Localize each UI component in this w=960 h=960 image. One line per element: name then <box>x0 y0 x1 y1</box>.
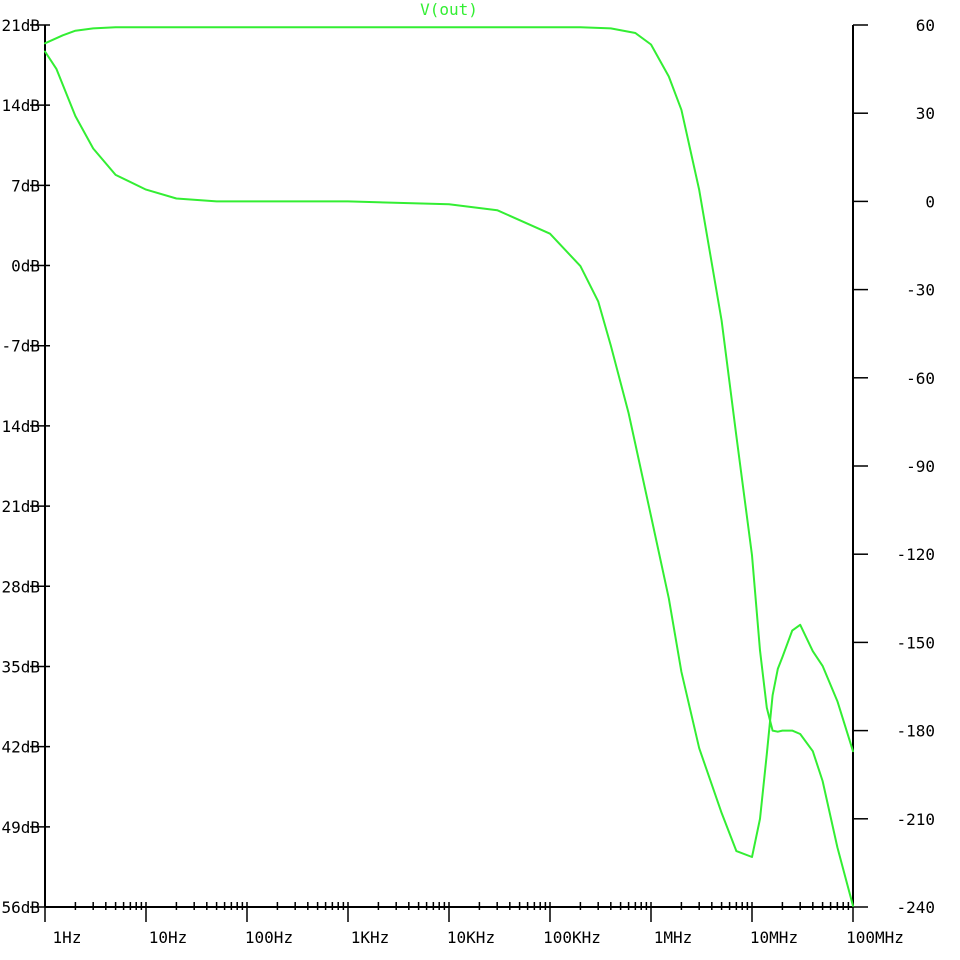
right-axis: 60 30 0 -30 -60 -90 -120 -150 -180 -210 -240 <box>853 16 935 917</box>
y-right-tick-label: -150 <box>896 633 935 652</box>
x-tick-label: 100KHz <box>543 928 601 947</box>
y-right-tick-label: -60 <box>906 369 935 388</box>
magnitude-trace <box>44 26 854 907</box>
y-left-tick-label: 7dB <box>11 176 40 195</box>
phase-trace <box>44 50 854 858</box>
y-right-tick-label: -30 <box>906 281 935 300</box>
y-left-tick-label: -28dB <box>0 577 40 596</box>
x-tick-label: 1Hz <box>53 928 82 947</box>
y-left-tick-label: -42dB <box>0 738 40 757</box>
y-right-tick-label: -210 <box>896 810 935 829</box>
y-right-tick-label: 30 <box>916 104 935 123</box>
y-right-tick-label: -240 <box>896 898 935 917</box>
y-right-tick-label: -120 <box>896 545 935 564</box>
x-tick-label: 100MHz <box>846 928 904 947</box>
y-left-tick-label: 14dB <box>1 96 40 115</box>
x-tick-label: 1MHz <box>654 928 693 947</box>
y-left-tick-label: -21dB <box>0 497 40 516</box>
y-right-tick-label: -90 <box>906 457 935 476</box>
x-tick-label: 10KHz <box>447 928 495 947</box>
y-left-tick-label: 21dB <box>1 16 40 35</box>
y-left-tick-label: -49dB <box>0 818 40 837</box>
x-tick-label: 1KHz <box>351 928 390 947</box>
y-left-tick-label: -7dB <box>1 337 40 356</box>
series-layer <box>44 26 854 907</box>
bottom-axis: 1Hz 10Hz 100Hz 1KHz 10KHz 100KHz 1MHz 10MHz 100M… <box>44 902 904 947</box>
y-left-tick-label: -14dB <box>0 417 40 436</box>
x-tick-label: 10Hz <box>149 928 188 947</box>
y-right-tick-label: 0 <box>925 192 935 211</box>
left-axis: 21dB 14dB 7dB 0dB -7dB -14dB -21dB -28dB -35dB -4… <box>0 16 50 917</box>
y-left-tick-label: -35dB <box>0 657 40 676</box>
x-tick-label: 100Hz <box>245 928 293 947</box>
y-right-tick-label: 60 <box>916 16 935 35</box>
y-left-tick-label: 0dB <box>11 257 40 276</box>
chart-title: V(out) <box>420 0 478 19</box>
y-right-tick-label: -180 <box>896 722 935 741</box>
y-left-tick-label: -56dB <box>0 898 40 917</box>
plot-frame <box>44 25 854 908</box>
x-tick-label: 10MHz <box>750 928 798 947</box>
